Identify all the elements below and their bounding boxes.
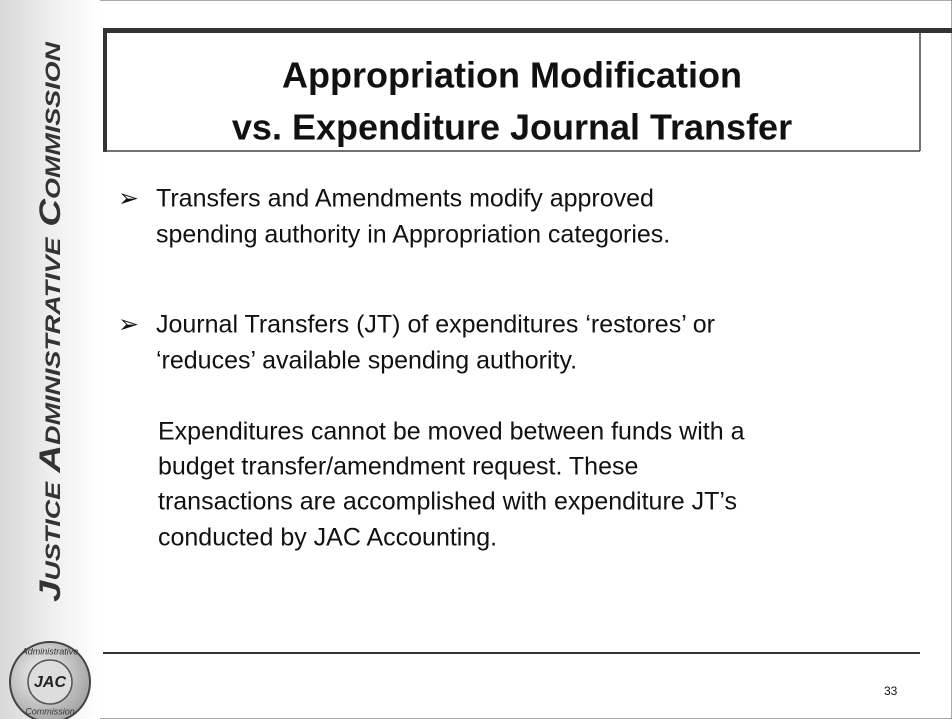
paragraph-line: conducted by JAC Accounting. [158, 524, 497, 552]
bullet-text: ‘reduces’ available spending authority. [156, 347, 577, 375]
bullet-icon: ➢ [118, 185, 139, 213]
bullet-icon: ➢ [118, 311, 139, 339]
bullet-text: Transfers and Amendments modify approved [156, 185, 654, 213]
title-top-bar [103, 28, 952, 33]
seal-top-text: Administrative [21, 646, 79, 656]
title-frame [103, 28, 952, 152]
seal-center-text: JAC [34, 674, 66, 691]
page-number: 33 [884, 684, 898, 698]
paragraph-line: transactions are accomplished with expen… [158, 488, 737, 516]
paragraph-line: budget transfer/amendment request. These [158, 453, 638, 481]
sidebar-text: Justice Administrative Commission [34, 41, 67, 602]
sidebar [0, 0, 100, 719]
seal: Administrative JAC Commission [9, 641, 91, 719]
bullet-text: Journal Transfers (JT) of expenditures ‘… [156, 311, 715, 339]
bullet-text: spending authority in Appropriation cate… [156, 221, 670, 249]
title-left-bar [103, 28, 107, 152]
paragraph-line: Expenditures cannot be moved between fun… [158, 418, 745, 446]
seal-bottom-text: Commission [25, 706, 75, 716]
title-line: Appropriation Modification [282, 55, 742, 96]
seal-inner [27, 659, 73, 705]
title-line: vs. Expenditure Journal Transfer [232, 107, 792, 148]
